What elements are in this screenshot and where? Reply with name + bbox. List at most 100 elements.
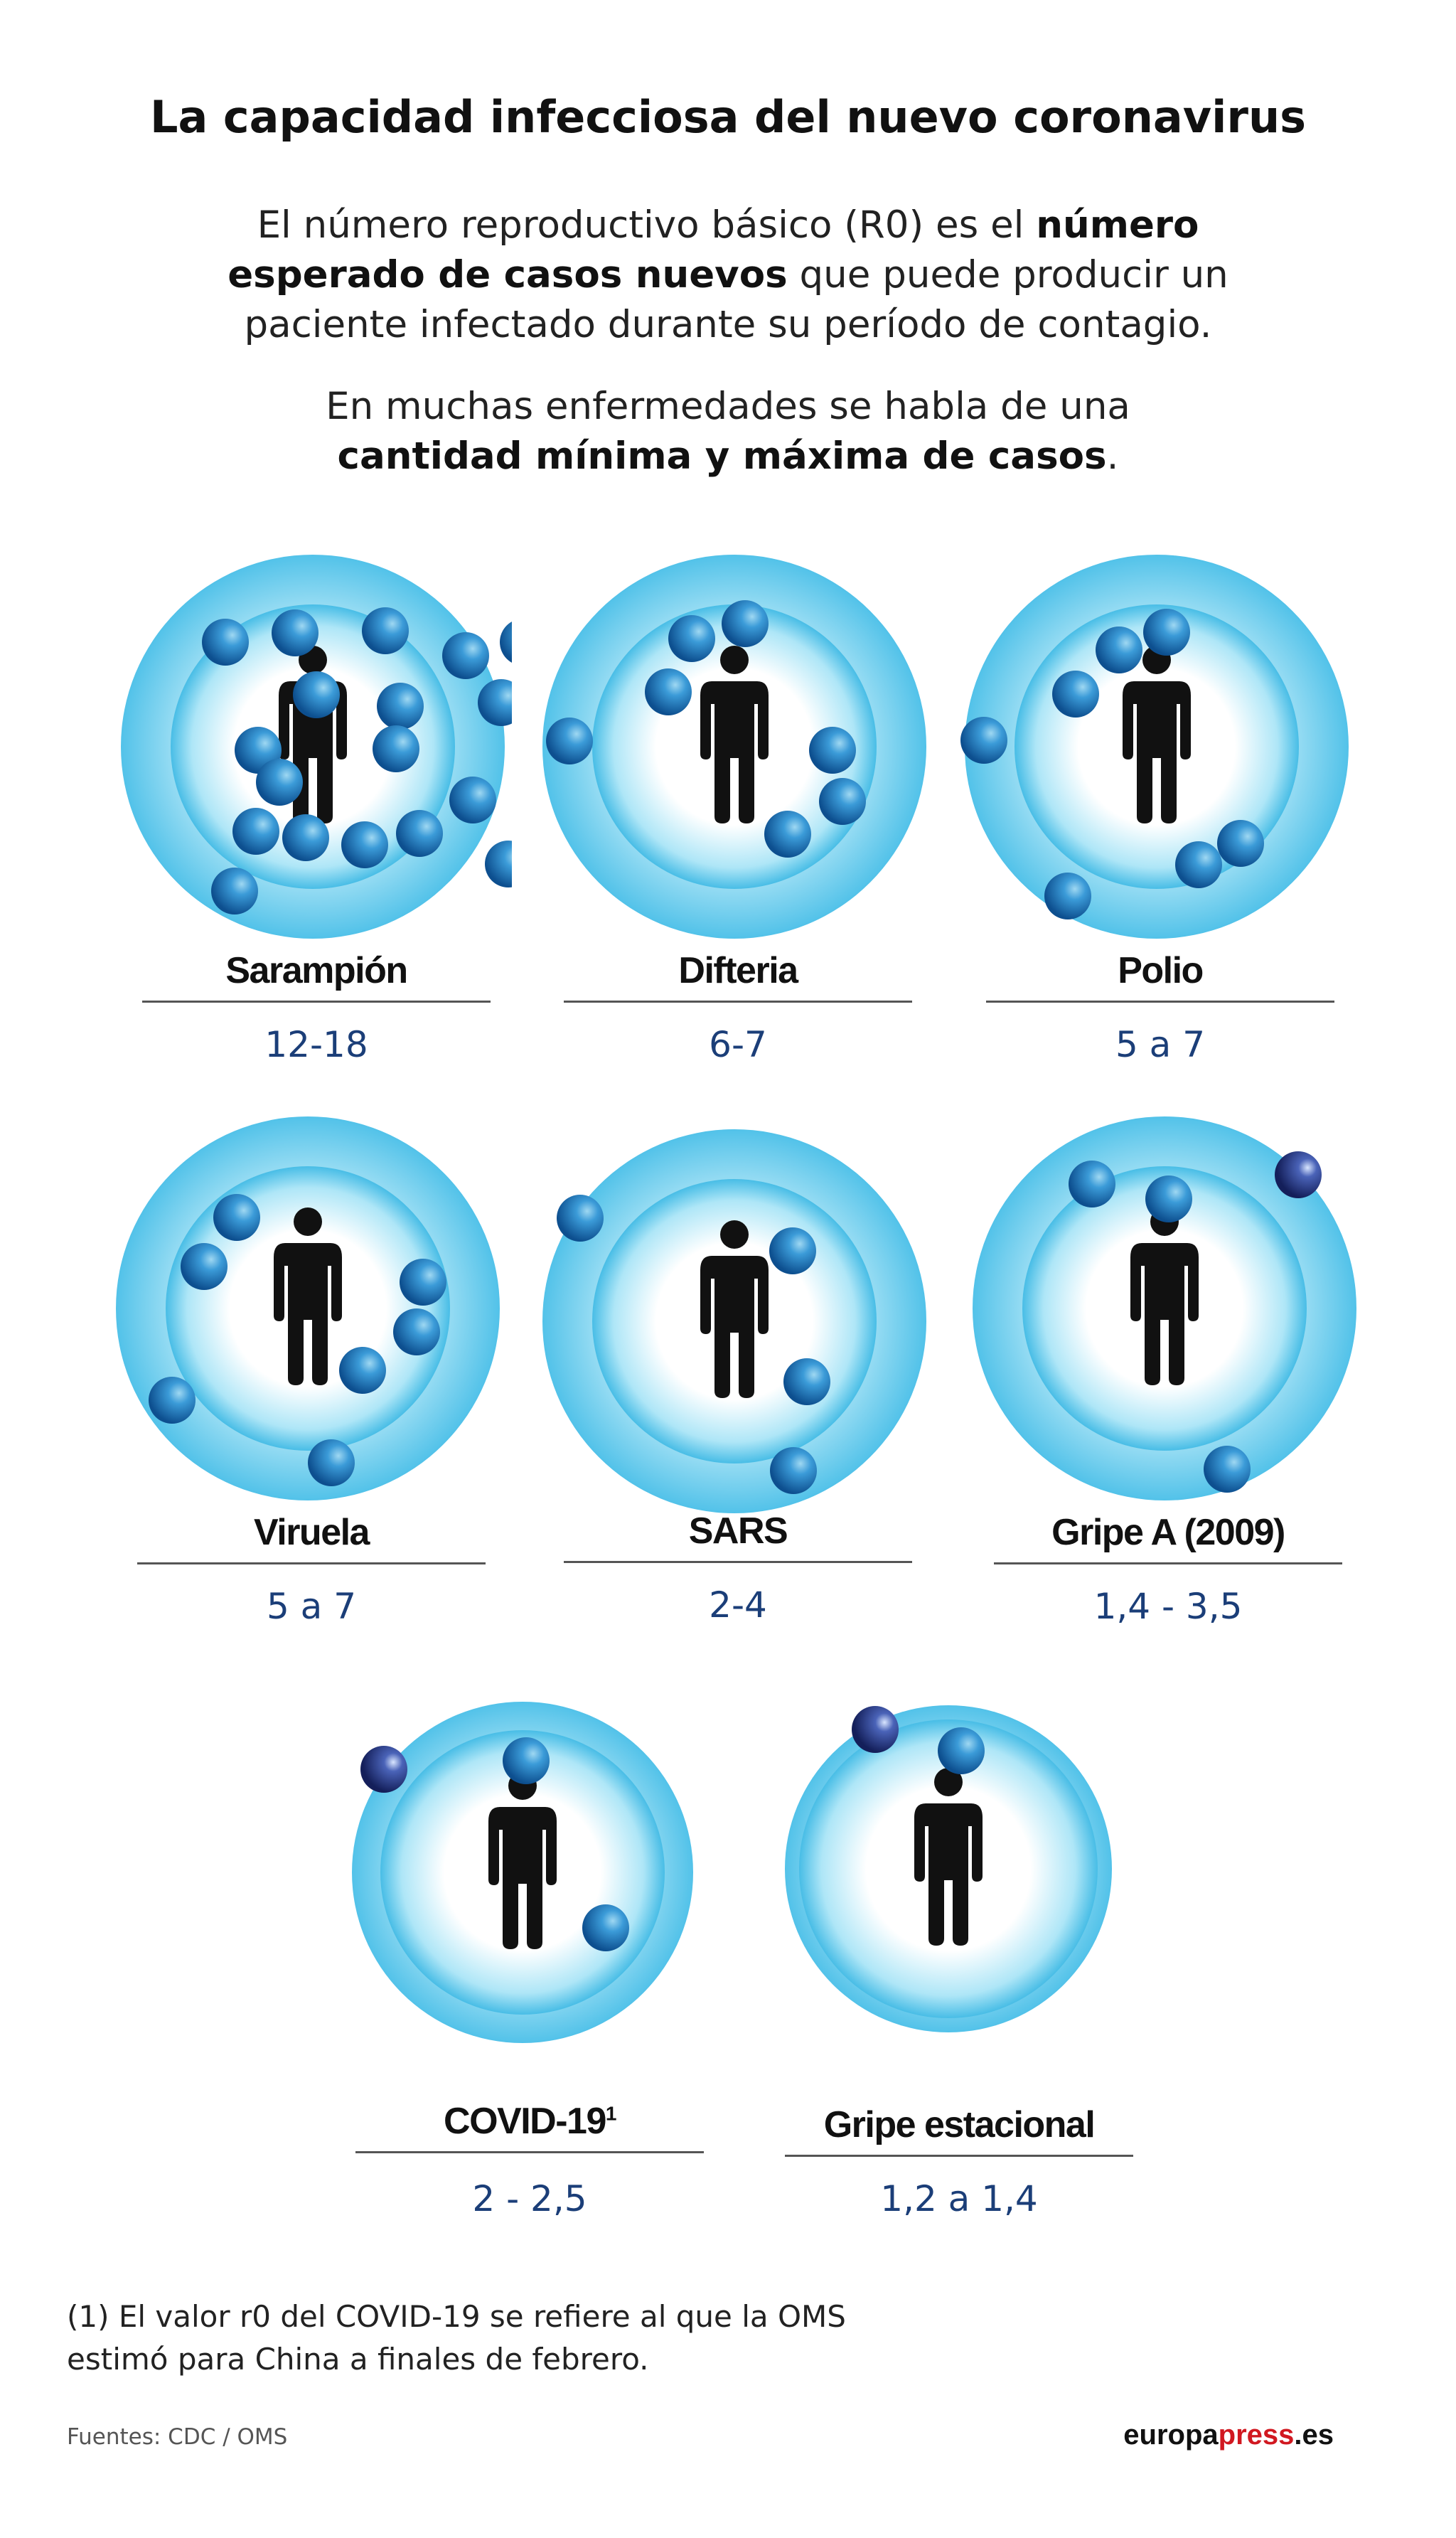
virus-particle-icon [442,632,489,679]
virus-particle-icon [362,607,409,654]
disease-name: COVID-191 [355,2100,704,2153]
infection-bubble [542,1129,926,1513]
sources: Fuentes: CDC / OMS [67,2424,288,2450]
virus-particle-icon [202,619,249,666]
infection-bubble [960,555,1349,939]
infection-bubble [973,1116,1356,1500]
virus-particle-icon [769,1227,816,1274]
disease-name: Polio [986,949,1334,1003]
disease-name: SARS [564,1510,912,1563]
virus-particle-icon [360,1746,407,1793]
virus-particle-icon [546,718,593,764]
virus-particle-icon [645,668,692,715]
disease-name-text: COVID-19 [444,2101,606,2142]
virus-particle-icon [557,1195,604,1242]
r0-value: 2 - 2,5 [472,2178,587,2219]
virus-particle-icon [282,814,329,861]
virus-particle-icon [478,679,512,726]
virus-particle-icon [232,808,279,855]
intro-paragraph-1: El número reproductivo básico (R0) es el… [159,201,1297,350]
infection-bubble [121,555,512,939]
disease-card: COVID-191 2 - 2,5 [327,1691,725,2235]
infection-bubble [352,1702,693,2043]
brand-part-3: .es [1294,2419,1334,2451]
infection-bubble [542,555,926,939]
virus-particle-icon [938,1727,985,1774]
virus-particle-icon [770,1447,817,1494]
virus-particle-icon [485,841,512,887]
virus-particle-icon [1052,671,1099,718]
r0-value: 12-18 [264,1024,368,1065]
virus-particle-icon [449,777,496,823]
disease-name-text: Gripe A (2009) [1051,1512,1285,1553]
virus-particle-icon [149,1377,196,1424]
virus-particle-icon [393,1308,440,1355]
intro-2-text-a: En muchas enfermedades se habla de una [326,385,1130,428]
intro-2-text-b: . [1106,434,1119,478]
infection-bubble [116,1116,500,1500]
virus-particle-icon [272,609,318,656]
disease-card: Gripe A (2009) 1,4 - 3,5 [965,1116,1364,1643]
virus-particle-icon [400,1259,446,1306]
virus-particle-icon [339,1347,386,1394]
virus-particle-icon [396,810,443,857]
virus-particle-icon [1096,626,1142,673]
virus-particle-icon [722,600,769,647]
virus-particle-icon [308,1439,355,1486]
europapress-logo: europapress.es [1123,2419,1334,2451]
disease-name-text: Polio [1118,950,1204,991]
r0-value: 1,2 a 1,4 [880,2178,1038,2219]
disease-name-text: SARS [688,1510,788,1552]
disease-card: Polio 5 a 7 [958,555,1356,1081]
disease-name: Sarampión [142,949,491,1003]
virus-particle-icon [1145,1175,1192,1222]
virus-particle-icon [852,1706,899,1753]
footnote: (1) El valor r0 del COVID-19 se refiere … [67,2299,846,2377]
page-title: La capacidad infecciosa del nuevo corona… [150,91,1306,143]
virus-particle-icon [582,1904,629,1951]
virus-particle-icon [668,615,715,662]
intro-2-bold: cantidad mínima y máxima de casos [337,434,1107,478]
virus-particle-icon [1275,1151,1322,1198]
intro-paragraph-2: En muchas enfermedades se habla de una c… [159,382,1297,481]
virus-particle-icon [373,725,419,772]
virus-particle-icon [1044,873,1091,919]
virus-particle-icon [213,1194,260,1241]
virus-particle-icon [211,868,258,915]
intro-1-text-a: El número reproductivo básico (R0) es el [257,203,1037,247]
disease-card: Gripe estacional 1,2 a 1,4 [756,1691,1155,2235]
disease-name-text: Viruela [254,1512,370,1553]
r0-value: 5 a 7 [266,1586,357,1627]
disease-name-text: Difteria [678,950,798,991]
disease-name: Viruela [137,1511,486,1564]
virus-particle-icon [809,727,856,774]
intro-1-bold: número esperado de casos nuevos [228,203,1199,297]
virus-particle-icon [293,671,340,718]
virus-particle-icon [783,1358,830,1405]
disease-name: Gripe estacional [785,2104,1133,2157]
disease-card: SARS 2-4 [535,1129,933,1641]
brand-part-1: europa [1123,2419,1219,2451]
infection-bubble [785,1705,1112,2032]
intro-1-text-b: que puede producir un paciente infectado… [244,253,1228,346]
disease-card: Difteria 6-7 [535,555,933,1081]
virus-particle-icon [500,622,512,663]
disease-name: Difteria [564,949,912,1003]
virus-particle-icon [1204,1446,1251,1493]
virus-particle-icon [960,717,1007,764]
brand-part-2: press [1218,2419,1295,2451]
virus-particle-icon [181,1243,228,1290]
footnote-marker: 1 [605,2102,617,2125]
disease-name-text: Sarampión [225,950,408,991]
r0-value: 1,4 - 3,5 [1093,1586,1243,1627]
virus-particle-icon [256,759,303,806]
virus-particle-icon [1175,841,1222,888]
r0-value: 6-7 [709,1024,767,1065]
virus-particle-icon [341,821,388,868]
virus-particle-icon [377,683,424,730]
disease-card: Viruela 5 a 7 [109,1116,507,1643]
virus-particle-icon [819,778,866,825]
virus-particle-icon [1069,1161,1115,1207]
disease-name: Gripe A (2009) [994,1511,1342,1564]
virus-particle-icon [1143,609,1190,656]
